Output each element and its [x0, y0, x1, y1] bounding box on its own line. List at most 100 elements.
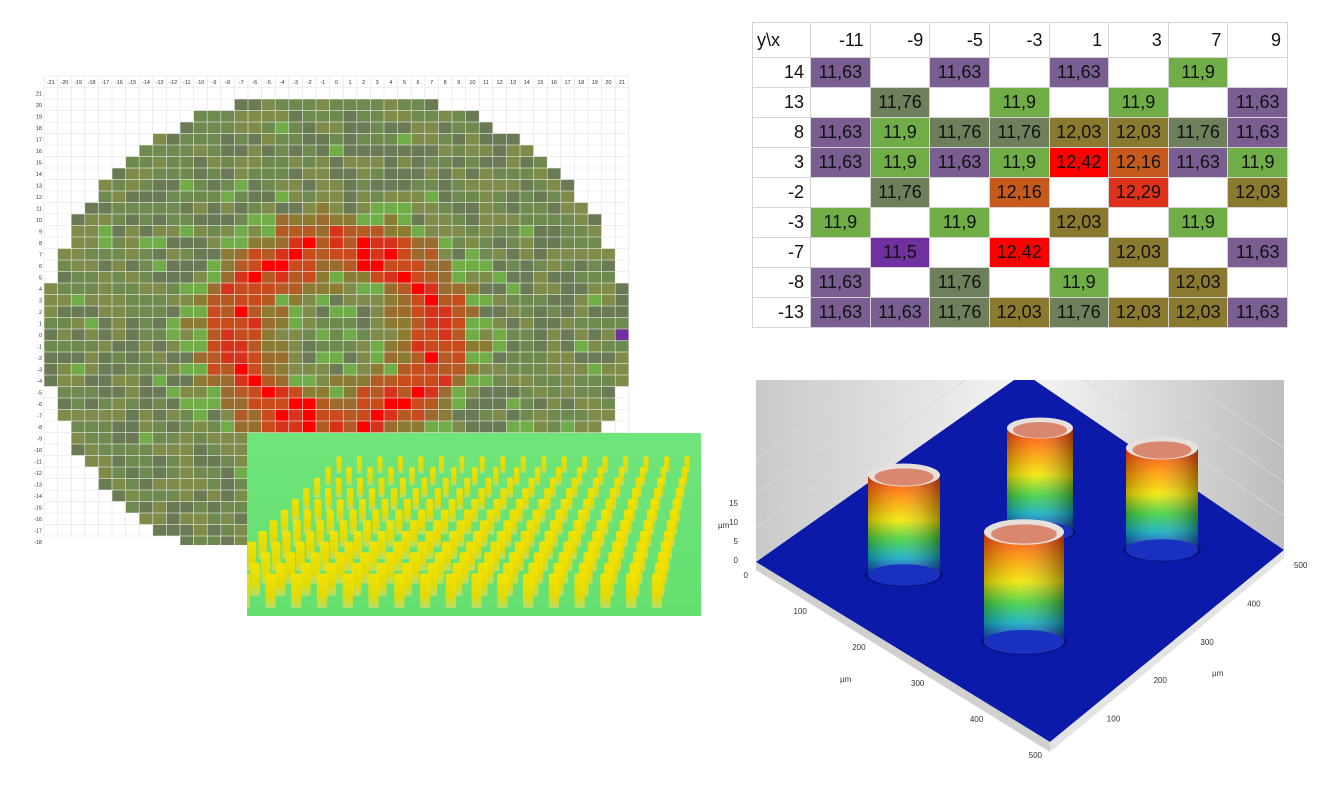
x-tick-label: 9 — [457, 80, 460, 86]
heatmap-cell — [166, 386, 180, 398]
heatmap-cell — [465, 352, 479, 364]
pillar — [378, 477, 385, 498]
heatmap-cell — [438, 271, 452, 283]
table-cell — [869, 207, 931, 238]
heatmap-cell — [329, 145, 343, 157]
heatmap-cell — [329, 99, 343, 111]
heatmap-cell — [370, 329, 384, 341]
heatmap-cell — [234, 214, 248, 226]
heatmap-cell — [397, 294, 411, 306]
heatmap-cell — [234, 168, 248, 180]
heatmap-cell — [275, 398, 289, 410]
heatmap-cell — [248, 122, 262, 134]
heatmap-cell — [520, 225, 534, 237]
heatmap-cell — [85, 214, 99, 226]
heatmap-cell — [289, 271, 303, 283]
heatmap-cell — [166, 133, 180, 145]
heatmap-cell — [180, 214, 194, 226]
y-tick-label: 11 — [36, 206, 42, 212]
heatmap-cell — [98, 237, 112, 249]
heatmap-cell — [71, 214, 85, 226]
heatmap-cell — [57, 306, 71, 318]
heatmap-cell — [221, 179, 235, 191]
heatmap-cell — [234, 260, 248, 272]
row-header: 13 — [752, 87, 811, 118]
heatmap-cell — [370, 421, 384, 433]
heatmap-cell — [180, 536, 194, 545]
heatmap-cell — [234, 306, 248, 318]
heatmap-cell — [438, 317, 452, 329]
heatmap-cell — [207, 248, 221, 260]
heatmap-cell — [479, 421, 493, 433]
pillar — [335, 477, 342, 498]
heatmap-cell — [397, 214, 411, 226]
heatmap-cell — [411, 122, 425, 134]
heatmap-cell — [57, 409, 71, 421]
heatmap-cell — [316, 225, 330, 237]
heatmap-cell — [370, 386, 384, 398]
heatmap-cell — [44, 317, 58, 329]
heatmap-cell — [547, 329, 561, 341]
table-cell — [988, 57, 1050, 88]
back-wall-right — [1034, 380, 1284, 550]
heatmap-cell — [234, 122, 248, 134]
heatmap-cell — [112, 363, 126, 375]
heatmap-cell — [479, 133, 493, 145]
heatmap-cell — [153, 248, 167, 260]
heatmap-cell — [261, 340, 275, 352]
heatmap-cell — [357, 421, 371, 433]
heatmap-cell — [207, 490, 221, 502]
table-cell: 12,42 — [988, 237, 1050, 268]
heatmap-cell — [153, 133, 167, 145]
heatmap-cell — [289, 294, 303, 306]
heatmap-cell — [329, 306, 343, 318]
pillar — [555, 467, 562, 486]
heatmap-cell — [153, 363, 167, 375]
heatmap-cell — [520, 363, 534, 375]
pillar — [306, 530, 315, 559]
heatmap-cell — [221, 363, 235, 375]
pillar — [275, 562, 286, 596]
heatmap-cell — [261, 191, 275, 203]
heatmap-cell — [125, 409, 139, 421]
heatmap-cell — [221, 191, 235, 203]
heatmap-cell — [180, 317, 194, 329]
heatmap-cell — [125, 432, 139, 444]
heatmap-cell — [357, 202, 371, 214]
heatmap-cell — [411, 145, 425, 157]
heatmap-cell — [234, 237, 248, 249]
heatmap-cell — [561, 294, 575, 306]
heatmap-cell — [166, 294, 180, 306]
heatmap-cell — [438, 398, 452, 410]
heatmap-cell — [139, 352, 153, 364]
heatmap-cell — [221, 283, 235, 295]
heatmap-cell — [465, 248, 479, 260]
heatmap-cell — [71, 444, 85, 456]
heatmap-cell — [180, 179, 194, 191]
heatmap-cell — [357, 409, 371, 421]
heatmap-cell — [329, 122, 343, 134]
heatmap-cell — [493, 133, 507, 145]
y-tick-label: 15 — [36, 160, 42, 166]
heatmap-cell — [479, 329, 493, 341]
heatmap-cell — [125, 386, 139, 398]
heatmap-cell — [574, 329, 588, 341]
heatmap-cell — [397, 375, 411, 387]
heatmap-cell — [588, 317, 602, 329]
heatmap-cell — [479, 317, 493, 329]
heatmap-cell — [71, 271, 85, 283]
heatmap-cell — [343, 409, 357, 421]
heatmap-cell — [397, 421, 411, 433]
heatmap-cell — [533, 214, 547, 226]
heatmap-cell — [221, 306, 235, 318]
table-cell — [1167, 87, 1229, 118]
heatmap-cell — [425, 352, 439, 364]
heatmap-cell — [275, 317, 289, 329]
pillar — [434, 488, 441, 510]
y-tick-label: -1 — [37, 344, 42, 350]
heatmap-cell — [479, 191, 493, 203]
heatmap-cell — [57, 352, 71, 364]
heatmap-cell — [221, 133, 235, 145]
heatmap-cell — [533, 283, 547, 295]
x-tick-label: -17 — [101, 80, 109, 86]
